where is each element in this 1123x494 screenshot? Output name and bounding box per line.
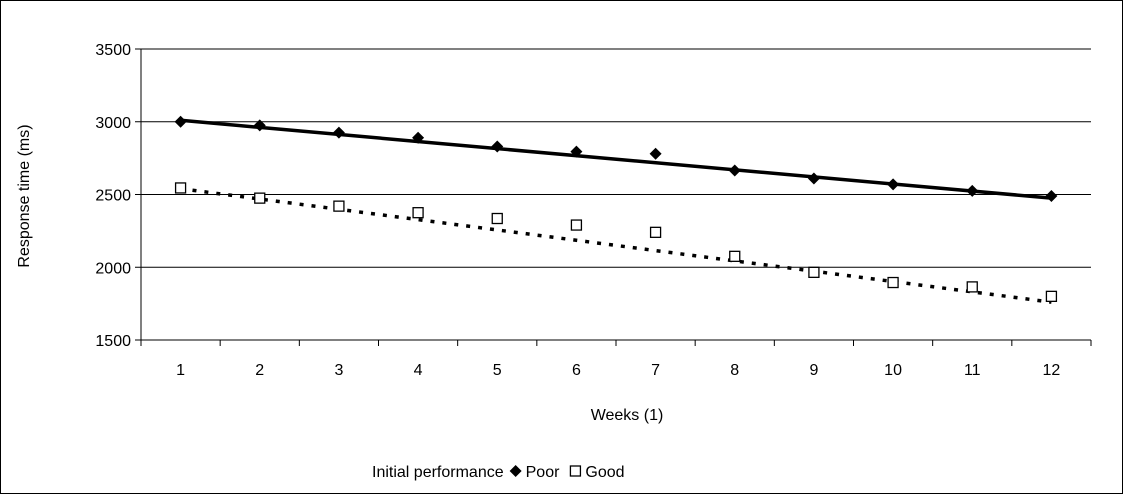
x-tick-label-8: 8: [730, 362, 739, 379]
good-point-11: [966, 281, 978, 293]
good-point-6: [570, 219, 583, 231]
axis-layer: [135, 48, 1092, 346]
poor-point-10: [887, 178, 900, 191]
y-tick-label-2000: 2000: [95, 260, 131, 277]
good-point-12: [1045, 290, 1058, 303]
x-tick-label-10: 10: [884, 362, 902, 379]
x-tick-label-2: 2: [255, 362, 264, 379]
y-tick-label-3000: 3000: [95, 115, 131, 132]
legend: Initial performance Poor Good: [372, 464, 625, 481]
x-tick-label-9: 9: [809, 362, 818, 379]
good-point-10: [887, 276, 899, 289]
x-tick-label-5: 5: [493, 362, 502, 379]
poor-point-12: [1045, 189, 1058, 202]
x-tick-label-6: 6: [572, 362, 581, 379]
x-tick-label-4: 4: [414, 362, 423, 379]
good-point-1: [174, 182, 187, 194]
legend-title: Initial performance: [372, 464, 504, 481]
x-tick-label-12: 12: [1043, 362, 1061, 379]
y-tick-label-3500: 3500: [95, 42, 131, 59]
x-tick-label-3: 3: [334, 362, 343, 379]
x-tick-label-11: 11: [964, 362, 981, 379]
poor-point-8: [728, 164, 741, 177]
poor-point-9: [807, 172, 820, 185]
good-point-4: [412, 207, 424, 219]
good-point-8: [729, 250, 741, 262]
trendline-layer: [180, 118, 1052, 304]
x-axis-label: Weeks (1): [591, 407, 664, 424]
good-point-2: [254, 192, 266, 204]
legend-poor-marker: [509, 465, 522, 477]
trendline-poor: [180, 118, 1052, 200]
legend-good-label: Good: [585, 464, 624, 481]
marker-layer: [174, 115, 1058, 303]
poor-point-3: [332, 126, 345, 139]
poor-point-5: [491, 140, 504, 153]
good-point-3: [333, 200, 345, 212]
y-tick-label-2500: 2500: [95, 188, 131, 205]
poor-point-4: [412, 131, 425, 144]
poor-point-6: [570, 145, 583, 158]
legend-good-marker: [569, 465, 582, 477]
y-axis-label: Response time (ms): [16, 124, 33, 267]
x-tick-label-7: 7: [651, 362, 660, 379]
y-tick-label-1500: 1500: [95, 333, 131, 350]
poor-point-2: [253, 119, 266, 132]
x-tick-label-1: 1: [176, 362, 185, 379]
poor-point-1: [174, 115, 187, 128]
good-point-9: [808, 266, 820, 278]
good-point-5: [491, 212, 503, 225]
poor-point-7: [649, 147, 662, 160]
grid-layer: [141, 48, 1091, 268]
good-point-7: [649, 226, 662, 238]
legend-poor-label: Poor: [526, 464, 560, 481]
poor-point-11: [966, 184, 979, 197]
trendline-good: [180, 186, 1052, 304]
